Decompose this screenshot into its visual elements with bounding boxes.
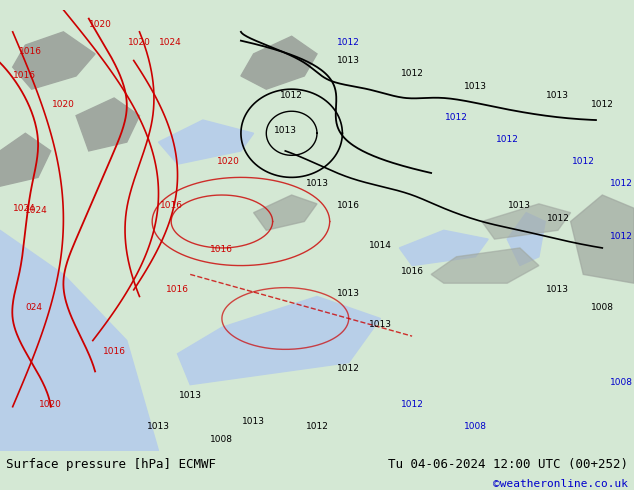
Text: 1016: 1016 (13, 72, 36, 80)
Text: 024: 024 (25, 303, 42, 312)
Text: 1016: 1016 (401, 268, 424, 276)
Text: 1013: 1013 (547, 285, 569, 294)
Text: Tu 04-06-2024 12:00 UTC (00+252): Tu 04-06-2024 12:00 UTC (00+252) (387, 458, 628, 471)
Text: 1013: 1013 (337, 56, 360, 65)
Text: 1012: 1012 (337, 38, 360, 47)
Text: 1020: 1020 (39, 400, 62, 409)
Text: 1013: 1013 (369, 320, 392, 329)
Text: 1024: 1024 (25, 206, 48, 215)
Text: 1013: 1013 (306, 179, 328, 188)
Text: 1024: 1024 (158, 38, 181, 47)
Text: 1024: 1024 (13, 204, 36, 213)
Polygon shape (241, 36, 317, 89)
Polygon shape (158, 120, 254, 164)
Polygon shape (254, 195, 317, 230)
Polygon shape (399, 230, 488, 266)
Text: 1012: 1012 (572, 157, 595, 166)
Text: 1008: 1008 (591, 303, 614, 312)
Text: 1016: 1016 (337, 201, 360, 210)
Text: 1016: 1016 (210, 245, 233, 254)
Text: 1020: 1020 (89, 21, 112, 29)
Text: 1008: 1008 (210, 435, 233, 444)
Text: Surface pressure [hPa] ECMWF: Surface pressure [hPa] ECMWF (6, 458, 216, 471)
Text: 1012: 1012 (445, 113, 468, 122)
Text: 1012: 1012 (610, 179, 633, 188)
Text: 1012: 1012 (306, 422, 328, 431)
Polygon shape (571, 195, 634, 283)
Text: 1016: 1016 (103, 347, 126, 356)
Polygon shape (76, 98, 139, 151)
Text: 1012: 1012 (547, 215, 569, 223)
Text: 1014: 1014 (369, 241, 392, 250)
Polygon shape (482, 204, 571, 239)
Text: 1012: 1012 (337, 365, 360, 373)
Text: 1016: 1016 (19, 47, 42, 56)
Text: 1020: 1020 (128, 38, 151, 47)
Text: 1016: 1016 (160, 201, 183, 210)
Text: 1013: 1013 (147, 422, 170, 431)
Text: 1012: 1012 (280, 91, 303, 100)
Text: ©weatheronline.co.uk: ©weatheronline.co.uk (493, 479, 628, 489)
Polygon shape (0, 230, 158, 451)
Text: 1020: 1020 (217, 157, 240, 166)
Text: 1012: 1012 (401, 69, 424, 78)
Polygon shape (178, 296, 380, 385)
Text: 1008: 1008 (464, 422, 487, 431)
Text: 1020: 1020 (52, 100, 75, 109)
Text: 1012: 1012 (610, 232, 633, 241)
Text: 1008: 1008 (610, 378, 633, 387)
Text: 1013: 1013 (547, 91, 569, 100)
Polygon shape (13, 32, 95, 89)
Polygon shape (507, 213, 545, 266)
Text: 1013: 1013 (464, 82, 487, 91)
Text: 1012: 1012 (496, 135, 519, 144)
Text: 1013: 1013 (179, 391, 202, 400)
Text: 1013: 1013 (337, 290, 360, 298)
Polygon shape (431, 248, 539, 283)
Text: 1012: 1012 (401, 400, 424, 409)
Text: 1013: 1013 (274, 126, 297, 135)
Polygon shape (0, 133, 51, 186)
Text: 1016: 1016 (166, 285, 189, 294)
Text: 1012: 1012 (591, 100, 614, 109)
Text: 1013: 1013 (242, 417, 265, 426)
Text: 1013: 1013 (508, 201, 531, 210)
